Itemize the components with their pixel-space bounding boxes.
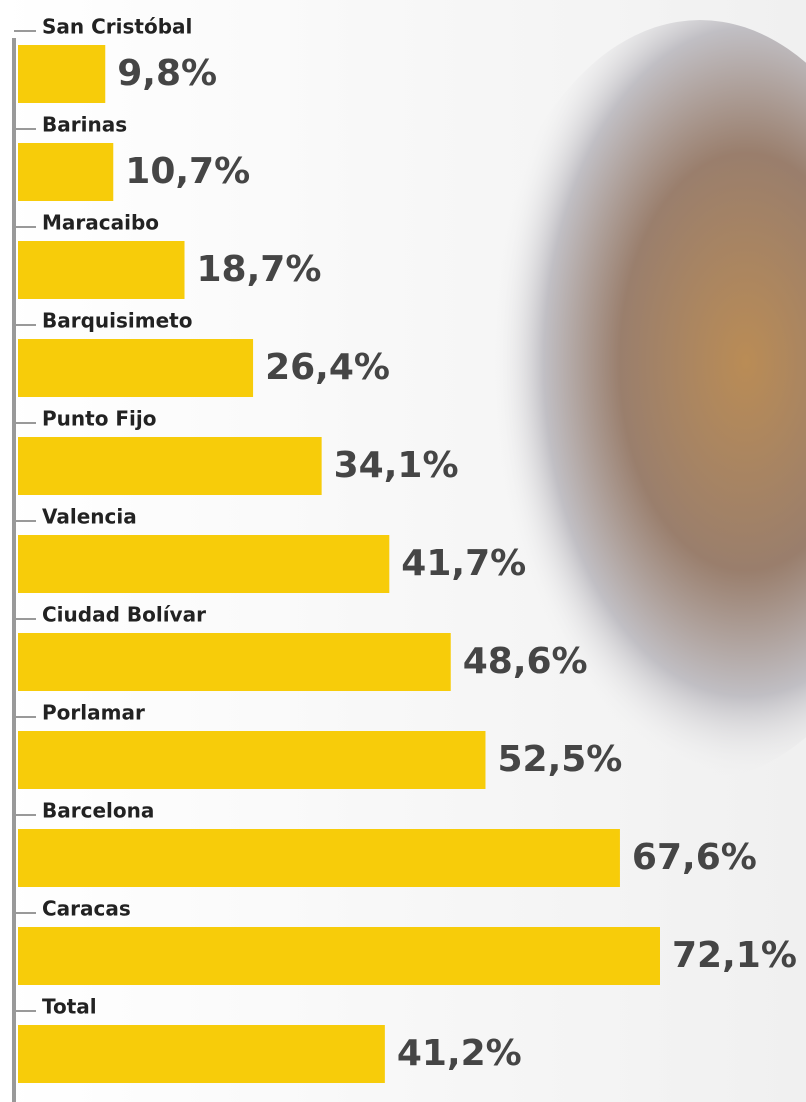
- value-label: 72,1%: [672, 935, 797, 976]
- value-label: 48,6%: [463, 641, 588, 682]
- value-label: 41,7%: [401, 543, 526, 584]
- category-label: Porlamar: [42, 701, 145, 725]
- value-label: 34,1%: [334, 445, 459, 486]
- value-label: 9,8%: [117, 53, 217, 94]
- category-label: Punto Fijo: [42, 407, 157, 431]
- bar: [18, 633, 451, 691]
- bar: [18, 143, 114, 201]
- bar: [18, 1025, 385, 1083]
- value-label: 67,6%: [632, 837, 757, 878]
- category-label: Caracas: [42, 897, 131, 921]
- bar: [18, 241, 185, 299]
- bar: [18, 829, 620, 887]
- value-label: 26,4%: [265, 347, 390, 388]
- bar: [18, 437, 322, 495]
- bar: [18, 927, 660, 985]
- category-label: Barquisimeto: [42, 309, 192, 333]
- bar: [18, 535, 390, 593]
- value-label: 10,7%: [125, 151, 250, 192]
- category-label: Ciudad Bolívar: [42, 603, 206, 627]
- category-label: Barinas: [42, 113, 127, 137]
- category-label: San Cristóbal: [42, 15, 192, 39]
- category-label: Total: [42, 995, 97, 1019]
- background-photo: [470, 20, 806, 780]
- bar: [18, 45, 106, 103]
- bar: [18, 731, 486, 789]
- value-label: 41,2%: [397, 1033, 522, 1074]
- value-label: 52,5%: [497, 739, 622, 780]
- value-label: 18,7%: [197, 249, 322, 290]
- category-label: Maracaibo: [42, 211, 159, 235]
- category-label: Barcelona: [42, 799, 154, 823]
- category-label: Valencia: [42, 505, 137, 529]
- bar: [18, 339, 254, 397]
